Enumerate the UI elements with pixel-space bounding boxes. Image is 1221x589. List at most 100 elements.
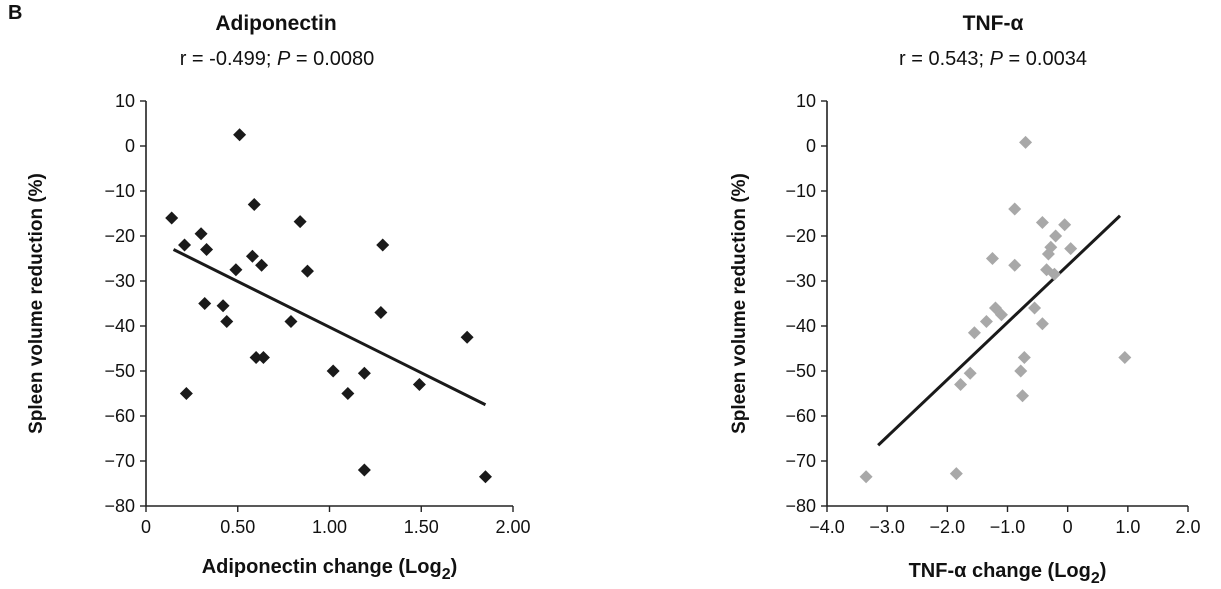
y-axis-label: Spleen volume reduction (%) <box>729 173 750 434</box>
data-point <box>1035 216 1049 229</box>
subtitle-prefix: r = -0.499; <box>179 48 277 70</box>
y-tick-label: −60 <box>104 406 135 426</box>
data-point <box>200 243 214 256</box>
data-point <box>247 198 261 211</box>
data-point <box>994 308 1008 322</box>
data-point <box>249 351 263 364</box>
x-axis-label: Adiponectin change (Log2) <box>202 556 458 583</box>
x-tick-label: 0 <box>141 517 151 537</box>
data-point <box>256 351 270 364</box>
chart-title-adiponectin: Adiponectin <box>215 12 337 35</box>
x-axis-label-subscript: 2 <box>1091 570 1100 587</box>
subtitle-suffix: = 0.0080 <box>290 48 375 70</box>
data-point <box>1058 218 1072 232</box>
x-tick-label: 2.0 <box>1175 517 1200 537</box>
data-point <box>179 387 193 400</box>
data-point <box>220 315 234 328</box>
data-point <box>478 470 492 484</box>
data-point <box>198 297 212 310</box>
y-tick-label: 10 <box>115 91 135 111</box>
x-tick-label: 0.50 <box>220 517 255 537</box>
data-point <box>245 249 259 263</box>
data-point <box>357 463 371 477</box>
y-tick-label: −70 <box>104 451 135 471</box>
data-point <box>460 330 474 344</box>
x-axis-label-main: Adiponectin change (Log <box>202 556 442 578</box>
data-point <box>1047 267 1061 281</box>
x-tick-label: 1.0 <box>1115 517 1140 537</box>
data-point <box>1118 351 1132 364</box>
data-point <box>1016 389 1030 403</box>
data-point <box>216 299 230 313</box>
y-tick-label: −10 <box>104 181 135 201</box>
x-axis-label-subscript: 2 <box>442 566 451 583</box>
data-point <box>412 378 426 391</box>
subtitle-p-label: P <box>989 48 1003 70</box>
data-point <box>233 128 247 142</box>
y-tick-label: −60 <box>785 406 816 426</box>
x-axis-label-end: ) <box>1100 560 1107 582</box>
data-point <box>374 306 388 319</box>
y-tick-label: −30 <box>785 271 816 291</box>
data-point <box>165 211 179 225</box>
y-tick-label: −80 <box>104 496 135 516</box>
y-axis-label: Spleen volume reduction (%) <box>26 173 47 434</box>
x-axis-label: TNF-α change (Log2) <box>909 560 1107 587</box>
data-point <box>954 378 968 391</box>
chart-title-tnf: TNF-α <box>962 12 1024 35</box>
x-tick-label: −4.0 <box>809 517 845 537</box>
data-point <box>1035 317 1049 331</box>
data-point <box>963 366 977 380</box>
data-point <box>1028 301 1042 315</box>
x-tick-label: 2.00 <box>495 517 530 537</box>
subtitle-suffix: = 0.0034 <box>1003 48 1087 70</box>
x-tick-label: −3.0 <box>869 517 905 537</box>
x-axis-label-end: ) <box>451 556 458 578</box>
data-point <box>293 215 307 229</box>
y-tick-label: −80 <box>785 496 816 516</box>
chart-2: 10 0 −10 −20 −30 −40 −50 −60 −70 −80−4.0 −3.0 −2.0 −… <box>729 91 1201 587</box>
data-point <box>967 326 981 340</box>
y-tick-label: 10 <box>796 91 816 111</box>
panel-label: B <box>8 2 23 24</box>
data-point <box>357 366 371 380</box>
x-tick-label: 1.50 <box>404 517 439 537</box>
data-point <box>985 252 999 265</box>
y-tick-label: −20 <box>104 226 135 246</box>
x-tick-label: 1.00 <box>312 517 347 537</box>
data-point <box>1008 202 1022 216</box>
data-point <box>1064 242 1078 256</box>
chart-1: 10 0 −10 −20 −30 −40 −50 −60 −70 −80 0 0.50 1.00 1.50… <box>26 91 531 583</box>
trend-line <box>877 214 1122 447</box>
data-point <box>326 364 340 378</box>
y-tick-label: −10 <box>785 181 816 201</box>
data-point <box>229 263 243 277</box>
trend-line <box>172 248 487 407</box>
x-tick-label: −1.0 <box>990 517 1026 537</box>
y-tick-label: 0 <box>806 136 816 156</box>
chart-subtitle-adiponectin: r = -0.499; P = 0.0080 <box>97 48 457 71</box>
data-point <box>859 470 873 484</box>
y-tick-label: −30 <box>104 271 135 291</box>
y-tick-label: −50 <box>785 361 816 381</box>
x-tick-label: −2.0 <box>930 517 966 537</box>
y-tick-label: −50 <box>104 361 135 381</box>
data-point <box>178 238 192 252</box>
data-point <box>1049 229 1063 243</box>
y-tick-label: −40 <box>785 316 816 336</box>
y-tick-label: −40 <box>104 316 135 336</box>
data-point <box>979 315 993 328</box>
chart-subtitle-tnf: r = 0.543; P = 0.0034 <box>813 48 1173 71</box>
data-point <box>376 238 390 252</box>
data-point <box>1019 135 1033 149</box>
subtitle-prefix: r = 0.543; <box>899 48 990 70</box>
data-point <box>300 264 314 278</box>
data-point <box>341 387 355 400</box>
x-tick-label: 0 <box>1063 517 1073 537</box>
data-point <box>194 227 208 241</box>
data-point <box>949 467 963 481</box>
y-tick-label: −70 <box>785 451 816 471</box>
data-point <box>284 315 298 328</box>
subtitle-p-label: P <box>276 48 291 70</box>
